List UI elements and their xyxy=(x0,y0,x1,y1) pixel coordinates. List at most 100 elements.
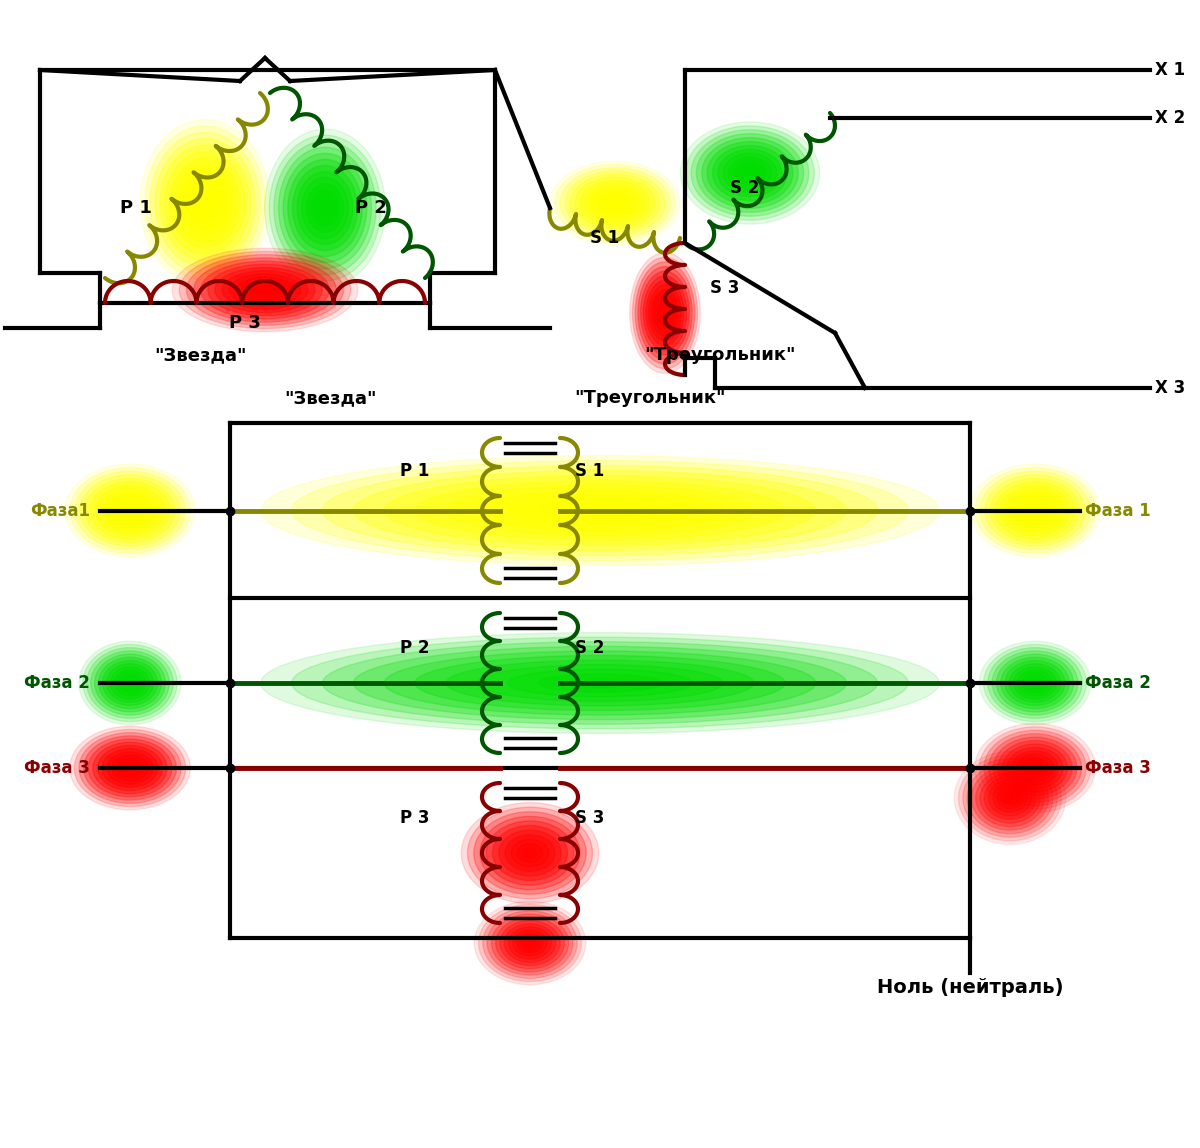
Ellipse shape xyxy=(260,456,940,566)
Ellipse shape xyxy=(1022,674,1048,692)
Ellipse shape xyxy=(316,196,335,220)
Ellipse shape xyxy=(476,490,724,530)
Ellipse shape xyxy=(590,187,640,219)
Ellipse shape xyxy=(155,139,254,267)
Ellipse shape xyxy=(560,168,670,239)
Ellipse shape xyxy=(989,734,1081,802)
Ellipse shape xyxy=(244,280,287,300)
Ellipse shape xyxy=(200,261,329,319)
Ellipse shape xyxy=(1026,676,1044,690)
Ellipse shape xyxy=(660,304,671,323)
Ellipse shape xyxy=(208,264,322,316)
Ellipse shape xyxy=(696,133,804,212)
Ellipse shape xyxy=(140,119,270,287)
Ellipse shape xyxy=(1018,670,1052,696)
Ellipse shape xyxy=(718,149,782,196)
Ellipse shape xyxy=(107,664,154,703)
Ellipse shape xyxy=(384,651,816,715)
Text: S 1: S 1 xyxy=(590,228,619,247)
Ellipse shape xyxy=(479,905,582,982)
Ellipse shape xyxy=(486,821,574,885)
Ellipse shape xyxy=(85,479,175,543)
Ellipse shape xyxy=(102,660,157,706)
Ellipse shape xyxy=(586,184,646,223)
Ellipse shape xyxy=(487,910,572,975)
Ellipse shape xyxy=(509,926,552,959)
Ellipse shape xyxy=(98,658,162,708)
Ellipse shape xyxy=(569,505,631,515)
Ellipse shape xyxy=(641,271,690,355)
Ellipse shape xyxy=(323,642,877,724)
Ellipse shape xyxy=(179,251,350,328)
Ellipse shape xyxy=(980,773,1040,823)
Ellipse shape xyxy=(500,921,560,965)
Ellipse shape xyxy=(126,680,134,687)
Ellipse shape xyxy=(215,267,314,312)
Ellipse shape xyxy=(1031,680,1039,687)
Text: S 2: S 2 xyxy=(730,179,760,197)
Ellipse shape xyxy=(100,489,160,532)
Ellipse shape xyxy=(523,848,536,858)
Ellipse shape xyxy=(512,930,547,956)
Ellipse shape xyxy=(474,901,586,985)
Ellipse shape xyxy=(1030,507,1040,514)
Ellipse shape xyxy=(95,654,166,712)
Ellipse shape xyxy=(110,667,150,699)
Ellipse shape xyxy=(164,152,245,255)
Ellipse shape xyxy=(461,802,599,903)
Ellipse shape xyxy=(979,727,1091,809)
Ellipse shape xyxy=(185,177,226,228)
Ellipse shape xyxy=(635,262,695,364)
Ellipse shape xyxy=(508,496,692,526)
Ellipse shape xyxy=(1000,486,1070,535)
Ellipse shape xyxy=(1006,794,1014,801)
Ellipse shape xyxy=(995,482,1075,540)
Text: X 2: X 2 xyxy=(1154,109,1186,127)
Ellipse shape xyxy=(145,126,265,280)
Text: "Треугольник": "Треугольник" xyxy=(644,346,796,364)
Ellipse shape xyxy=(298,171,353,245)
Ellipse shape xyxy=(446,486,754,535)
Ellipse shape xyxy=(74,471,185,550)
Ellipse shape xyxy=(976,769,1044,827)
Ellipse shape xyxy=(150,132,260,273)
Ellipse shape xyxy=(652,289,678,336)
Ellipse shape xyxy=(492,914,569,972)
Ellipse shape xyxy=(998,740,1072,796)
Ellipse shape xyxy=(125,765,134,771)
Ellipse shape xyxy=(90,482,170,540)
Ellipse shape xyxy=(728,157,772,188)
Ellipse shape xyxy=(990,479,1080,543)
Ellipse shape xyxy=(1007,747,1063,789)
Ellipse shape xyxy=(974,467,1096,553)
Ellipse shape xyxy=(713,146,787,201)
Ellipse shape xyxy=(283,154,367,263)
Ellipse shape xyxy=(222,271,308,309)
Ellipse shape xyxy=(193,258,336,323)
Ellipse shape xyxy=(292,460,908,560)
Ellipse shape xyxy=(505,835,554,871)
Ellipse shape xyxy=(1009,664,1061,703)
Ellipse shape xyxy=(70,727,191,809)
Text: "Треугольник": "Треугольник" xyxy=(575,389,726,408)
Ellipse shape xyxy=(649,285,682,341)
Ellipse shape xyxy=(115,499,145,521)
Ellipse shape xyxy=(643,276,686,350)
Ellipse shape xyxy=(175,164,235,241)
Text: P 3: P 3 xyxy=(400,809,430,827)
Ellipse shape xyxy=(186,255,343,325)
Ellipse shape xyxy=(86,647,173,719)
Text: P 1: P 1 xyxy=(400,461,430,480)
Ellipse shape xyxy=(269,135,380,281)
Ellipse shape xyxy=(959,755,1062,840)
Ellipse shape xyxy=(91,651,169,715)
Ellipse shape xyxy=(499,830,562,876)
Ellipse shape xyxy=(112,755,149,781)
Ellipse shape xyxy=(114,670,145,696)
Ellipse shape xyxy=(580,180,650,225)
Ellipse shape xyxy=(384,475,816,545)
Ellipse shape xyxy=(274,141,376,274)
Ellipse shape xyxy=(92,743,167,793)
Ellipse shape xyxy=(522,937,539,949)
Ellipse shape xyxy=(595,191,635,216)
